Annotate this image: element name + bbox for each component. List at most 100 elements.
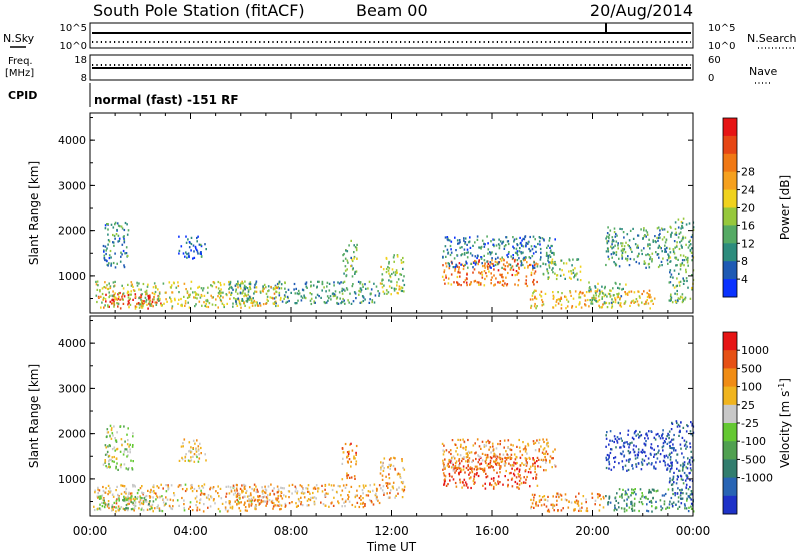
colorbar-tick-label: 12	[741, 237, 755, 250]
nsky-panel	[89, 22, 694, 49]
x-axis-label: Time UT	[366, 540, 417, 554]
colorbar-segment	[723, 207, 737, 226]
nave-label: Nave	[749, 65, 777, 78]
y-tick-label: 3000	[58, 382, 86, 395]
date-label: 20/Aug/2014	[590, 1, 693, 20]
velocity-region	[341, 442, 358, 481]
colorbar-tick-label: 1000	[741, 344, 769, 357]
x-tick-label: 00:00	[676, 524, 711, 538]
power-region	[542, 258, 582, 282]
nsky-label: N.Sky	[3, 32, 35, 45]
cpid-label: CPID	[8, 89, 37, 102]
power-region	[102, 221, 130, 269]
colorbar-segment	[723, 423, 737, 442]
velocity-region	[379, 456, 406, 499]
power-region	[178, 235, 207, 260]
colorbar-segment	[723, 189, 737, 208]
velocity-region	[530, 492, 605, 513]
velocity-colorbar: 1000 500 100 25 -25 -100 -500 -1000 Velocity [m …	[722, 331, 792, 515]
velocity-panel: 1000 2000 3000 4000 Slant Range [km]	[27, 315, 695, 517]
colorbar-tick-label: 4	[741, 273, 748, 286]
velocity-region	[605, 429, 674, 472]
colorbar-tick-label: 100	[741, 381, 762, 394]
nave-tick-top: 60	[708, 55, 721, 66]
power-ylabel: Slant Range [km]	[27, 161, 41, 265]
power-region	[95, 280, 255, 310]
plot-title: South Pole Station (fitACF)	[93, 1, 305, 20]
colorbar-tick-label: 20	[741, 202, 755, 215]
colorbar-tick-label: 500	[741, 362, 762, 375]
velocity-ylabel: Slant Range [km]	[27, 364, 41, 468]
nsearch-label: N.Search	[747, 32, 797, 45]
colorbar-segment	[723, 171, 737, 190]
colorbar-segment	[723, 386, 737, 406]
power-colorbar-label: Power [dB]	[778, 175, 792, 240]
y-tick-label: 1000	[58, 270, 86, 283]
nsky-tick-bottom: 10^0	[60, 41, 87, 52]
y-tick-label: 1000	[58, 473, 86, 486]
cpid-text: normal (fast) -151 RF	[94, 93, 239, 107]
x-tick-label: 00:00	[73, 524, 108, 538]
colorbar-segment	[723, 279, 737, 298]
beam-label: Beam 00	[356, 1, 428, 20]
freq-label: Freq.	[8, 56, 33, 67]
colorbar-segment	[723, 332, 737, 351]
power-region	[379, 254, 406, 296]
colorbar-tick-label: 8	[741, 255, 748, 268]
colorbar-tick-label: -100	[741, 435, 766, 448]
nsearch-tick-top: 10^5	[708, 23, 735, 34]
time-axis: 00:00 04:00 08:00 12:00 16:00 20:00 00:00 Time …	[73, 524, 711, 554]
colorbar-segment	[723, 261, 737, 280]
velocity-cells	[93, 420, 695, 513]
velocity-region	[178, 438, 207, 463]
power-cells	[95, 217, 695, 310]
velocity-region	[441, 438, 557, 472]
power-region	[228, 280, 381, 306]
x-tick-label: 12:00	[374, 524, 409, 538]
x-tick-label: 20:00	[575, 524, 610, 538]
velocity-region	[102, 424, 134, 471]
colorbar-tick-label: 25	[741, 399, 755, 412]
power-region	[588, 281, 627, 305]
colorbar-segment	[723, 153, 737, 173]
power-colorbar: 4 8 12 16 20 24 28 Power [dB]	[722, 117, 792, 298]
freq-tick-bottom: 8	[81, 73, 87, 84]
velocity-region	[98, 495, 167, 513]
nsearch-tick-bottom: 10^0	[708, 41, 735, 52]
y-tick-label: 4000	[58, 134, 86, 147]
colorbar-segment	[723, 135, 737, 155]
colorbar-segment	[723, 225, 737, 244]
power-frame	[89, 112, 694, 314]
colorbar-segment	[723, 118, 737, 137]
y-tick-label: 2000	[58, 428, 86, 441]
colorbar-segment	[723, 477, 737, 497]
power-panel: 1000 2000 3000 4000 Slant Range [km]	[27, 112, 695, 314]
power-region	[668, 217, 695, 304]
colorbar-segment	[723, 404, 737, 424]
x-tick-label: 04:00	[173, 524, 208, 538]
y-tick-label: 3000	[58, 179, 86, 192]
power-region	[342, 239, 358, 278]
x-tick-label: 08:00	[274, 524, 309, 538]
power-region	[529, 289, 656, 310]
power-region	[253, 285, 283, 308]
velocity-region	[253, 488, 283, 511]
nave-tick-bottom: 0	[708, 73, 714, 84]
colorbar-segment	[723, 243, 737, 262]
colorbar-tick-label: 24	[741, 184, 755, 197]
colorbar-segment	[723, 368, 737, 387]
freq-panel	[89, 54, 694, 81]
velocity-region	[605, 488, 695, 513]
power-region	[605, 226, 670, 269]
colorbar-segment	[723, 441, 737, 460]
velocity-region	[93, 483, 253, 513]
colorbar-tick-label: -500	[741, 453, 766, 466]
colorbar-tick-label: -25	[741, 417, 759, 430]
x-tick-label: 16:00	[475, 524, 510, 538]
y-tick-label: 4000	[58, 337, 86, 350]
velocity-colorbar-label: Velocity [m s-1]	[777, 378, 792, 468]
colorbar-tick-label: -1000	[741, 472, 773, 485]
y-tick-label: 2000	[58, 225, 86, 238]
colorbar-segment	[723, 459, 737, 478]
